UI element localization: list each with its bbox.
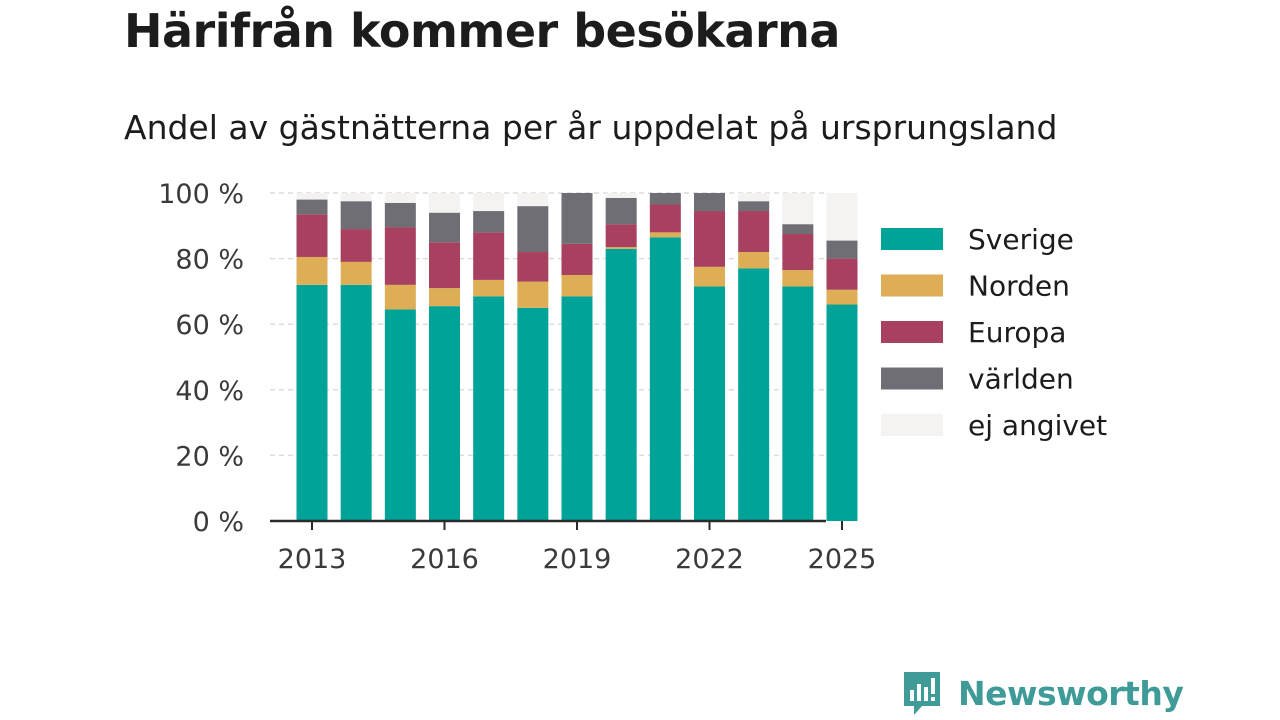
bar-segment	[649, 232, 681, 238]
bar-segment	[429, 212, 460, 243]
bar-segment	[517, 252, 549, 282]
bar-segment	[384, 202, 416, 228]
bar-segment	[738, 268, 770, 521]
bar-segment	[605, 224, 637, 248]
bar-segment	[473, 296, 505, 521]
bar-segment	[296, 256, 328, 285]
bar-segment	[694, 266, 725, 287]
bar-segment	[738, 201, 770, 212]
bar-segment	[517, 206, 549, 253]
bar-segment	[384, 193, 416, 203]
bar-segment	[340, 201, 372, 230]
bar-segment	[605, 247, 637, 249]
bar-segment	[694, 193, 725, 212]
legend-swatch	[881, 228, 943, 250]
bar-segment	[605, 197, 637, 225]
legend-swatch	[881, 321, 943, 343]
newsworthy-logo-icon	[904, 672, 940, 715]
bar-segment	[429, 242, 460, 289]
bar-segment	[473, 279, 505, 297]
bar-segment	[517, 193, 549, 207]
y-tick-label: 0 %	[193, 507, 244, 538]
bar-segment	[384, 284, 416, 310]
bar-segment	[782, 234, 814, 271]
bar-segment	[826, 240, 858, 259]
bar-segment	[649, 204, 681, 233]
legend-label: Sverige	[968, 223, 1074, 256]
bar-segment	[782, 224, 814, 234]
bar-segment	[694, 286, 725, 521]
bar-segment	[429, 306, 460, 521]
x-tick-label: 2022	[675, 544, 744, 575]
bar-segment	[296, 214, 328, 257]
bar-segment	[340, 229, 372, 262]
brand-name: Newsworthy	[958, 673, 1184, 713]
bar-segment	[296, 193, 328, 200]
y-tick-label: 40 %	[175, 376, 244, 407]
bar-segment	[517, 281, 549, 308]
bar-segment	[429, 193, 460, 213]
bar-segment	[340, 193, 372, 202]
bar-segment	[605, 248, 637, 521]
legend-label: Europa	[968, 316, 1066, 349]
bar-segment	[649, 237, 681, 521]
bar-segment	[340, 261, 372, 285]
bar-segment	[826, 193, 858, 241]
legend-label: ej angivet	[968, 409, 1107, 442]
bar-segment	[738, 211, 770, 253]
brand-logo: Newsworthy	[902, 668, 1184, 718]
y-tick-label: 60 %	[175, 310, 244, 341]
bar-segment	[649, 193, 681, 205]
bar-segment	[561, 275, 593, 297]
bar-segment	[738, 252, 770, 269]
bar-segment	[429, 288, 460, 307]
x-tick-label: 2013	[278, 544, 347, 575]
bar-segment	[826, 289, 858, 305]
x-tick-label: 2019	[543, 544, 612, 575]
bar-segment	[826, 258, 858, 290]
bar-segment	[561, 243, 593, 275]
bar-segment	[473, 193, 505, 212]
bar-segment	[561, 296, 593, 521]
y-tick-label: 20 %	[175, 441, 244, 472]
bar-segment	[782, 286, 814, 521]
bar-segment	[473, 211, 505, 233]
legend-label: världen	[968, 363, 1074, 396]
bar-segment	[605, 193, 637, 198]
chart-title: Härifrån kommer besökarna	[124, 4, 840, 58]
y-tick-label: 100 %	[158, 179, 244, 210]
legend-swatch	[881, 414, 943, 436]
bar-segment	[782, 193, 814, 225]
legend-label: Norden	[968, 270, 1070, 303]
legend-swatch	[881, 367, 943, 390]
x-tick-label: 2016	[410, 544, 479, 575]
bar-segment	[384, 227, 416, 285]
x-tick-label: 2025	[808, 544, 877, 575]
bar-segment	[694, 211, 725, 267]
bar-segment	[296, 284, 328, 521]
bar-segment	[782, 270, 814, 287]
bar-segment	[561, 193, 593, 244]
bar-segment	[473, 232, 505, 280]
bar-segment	[826, 304, 858, 521]
legend-swatch	[881, 274, 943, 297]
bar-segment	[296, 199, 328, 215]
bar-segment	[738, 193, 770, 202]
y-tick-label: 80 %	[175, 245, 244, 276]
bar-segment	[340, 284, 372, 521]
chart-subtitle: Andel av gästnätterna per år uppdelat på…	[124, 108, 1058, 147]
bar-segment	[517, 307, 549, 521]
bar-segment	[384, 309, 416, 521]
